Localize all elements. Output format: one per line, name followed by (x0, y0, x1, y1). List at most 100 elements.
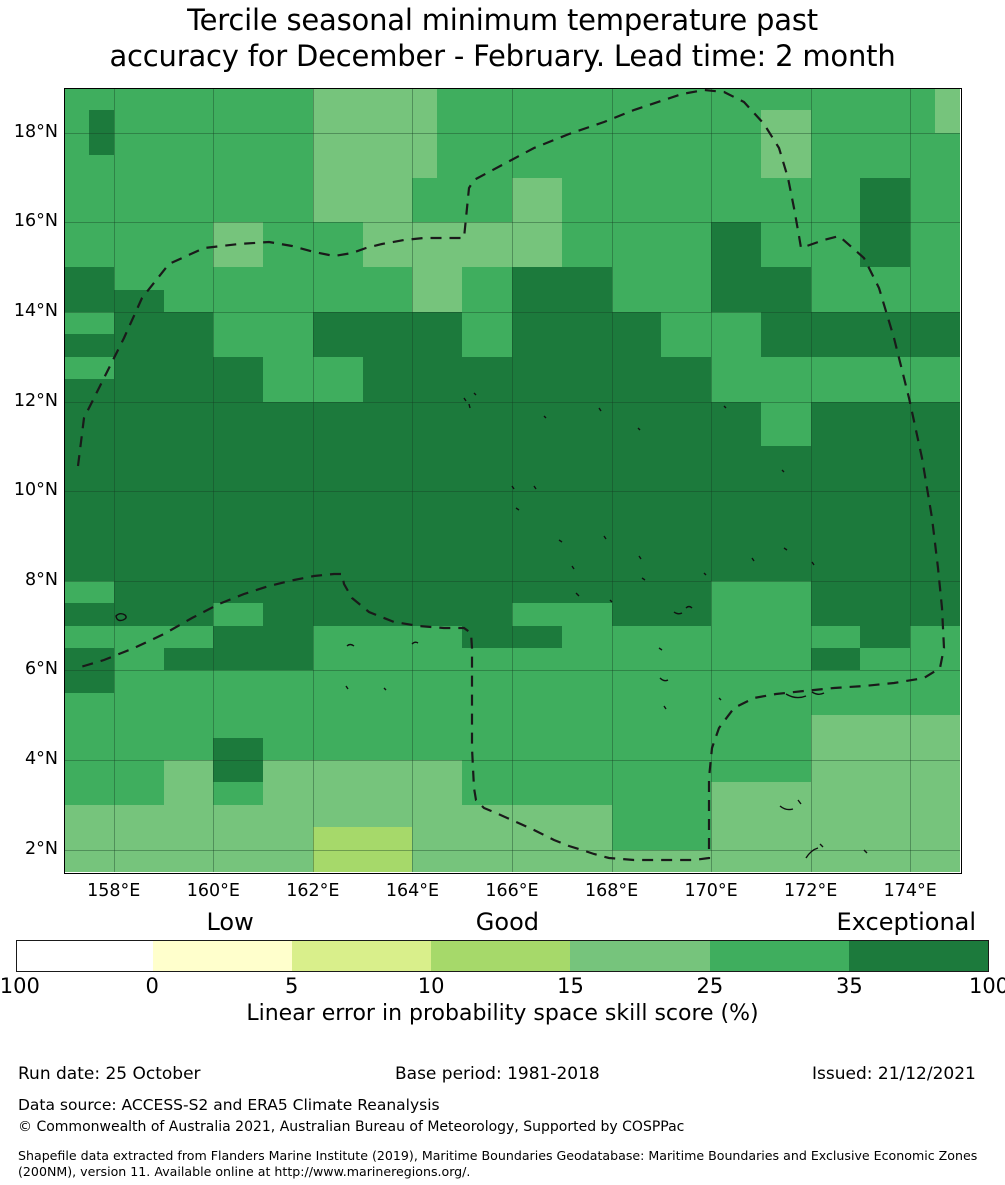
heatmap-cell (711, 132, 736, 156)
heatmap-cell (312, 401, 338, 424)
heatmap-cell (661, 513, 687, 536)
heatmap-cell (163, 244, 189, 268)
heatmap-cell (88, 222, 114, 245)
heatmap-cell (760, 535, 786, 559)
skill-score-heatmap[interactable] (64, 88, 960, 872)
heatmap-cell (711, 692, 736, 716)
heatmap-cell (611, 446, 637, 469)
heatmap-cell (113, 670, 139, 693)
colorbar-segment[interactable] (17, 941, 153, 971)
heatmap-cell (910, 132, 936, 156)
heatmap-cell (238, 311, 264, 335)
heatmap-cell (437, 670, 463, 693)
colorbar-segment[interactable] (431, 941, 571, 971)
heatmap-cell (810, 379, 836, 402)
heatmap-cell (611, 110, 637, 133)
heatmap-cell (760, 423, 786, 447)
heatmap-cell (387, 759, 413, 783)
heatmap-cell (512, 132, 537, 156)
colorbar-segment[interactable] (292, 941, 432, 971)
heatmap-cell (586, 670, 612, 693)
y-tick-label: 16°N (13, 211, 58, 232)
heatmap-cell (64, 849, 89, 872)
heatmap-cell (810, 491, 836, 514)
heatmap-cell (785, 110, 811, 133)
heatmap-cell (362, 782, 388, 805)
heatmap-cell (263, 715, 288, 738)
heatmap-cell (910, 849, 936, 872)
heatmap-cell (263, 737, 288, 760)
heatmap-cell (686, 401, 712, 424)
heatmap-cell (188, 491, 214, 514)
heatmap-cell (860, 379, 886, 402)
heatmap-cell (885, 423, 911, 447)
heatmap-cell (213, 804, 239, 828)
heatmap-cell (736, 379, 761, 402)
heatmap-cell (487, 289, 512, 312)
heatmap-cell (238, 88, 264, 111)
heatmap-cell (885, 759, 911, 783)
heatmap-cell (561, 782, 587, 805)
heatmap-cell (785, 88, 811, 111)
heatmap-cell (636, 244, 662, 268)
heatmap-cell (835, 267, 861, 290)
heatmap-cell (636, 468, 662, 492)
heatmap-cell (188, 759, 214, 783)
heatmap-cell (263, 468, 288, 492)
heatmap-cell (512, 446, 537, 469)
heatmap-cell (935, 535, 960, 559)
heatmap-cell (387, 446, 413, 469)
heatmap-cell (337, 155, 363, 178)
footer-run-date: Run date: 25 October (18, 1064, 201, 1084)
heatmap-cell (238, 222, 264, 245)
colorbar-segment[interactable] (152, 941, 293, 971)
heatmap-cell (387, 558, 413, 581)
heatmap-cell (263, 401, 288, 424)
colorbar-segment[interactable] (570, 941, 710, 971)
heatmap-cell (64, 759, 89, 783)
heatmap-cell (362, 647, 388, 671)
heatmap-cell (686, 132, 712, 156)
heatmap-cell (611, 132, 637, 156)
heatmap-cell (462, 199, 488, 223)
heatmap-cell (88, 446, 114, 469)
heatmap-cell (686, 715, 712, 738)
heatmap-cell (412, 647, 438, 671)
heatmap-cell (462, 401, 488, 424)
colorbar-segment[interactable] (848, 941, 988, 971)
heatmap-cell (437, 715, 463, 738)
heatmap-cell (561, 692, 587, 716)
heatmap-cell (462, 446, 488, 469)
colorbar-segment[interactable] (709, 941, 849, 971)
heatmap-cell (885, 311, 911, 335)
heatmap-cell (113, 423, 139, 447)
heatmap-cell (512, 267, 537, 290)
heatmap-cell (935, 155, 960, 178)
heatmap-cell (636, 356, 662, 380)
map-plot-area[interactable] (64, 88, 960, 872)
heatmap-cell (387, 670, 413, 693)
heatmap-cell (536, 132, 562, 156)
heatmap-cell (860, 849, 886, 872)
heatmap-cell (736, 715, 761, 738)
heatmap-cell (64, 267, 89, 290)
heatmap-cell (736, 289, 761, 312)
heatmap-cell (437, 580, 463, 604)
heatmap-cell (163, 804, 189, 828)
heatmap-cell (387, 132, 413, 156)
heatmap-cell (263, 558, 288, 581)
heatmap-cell (536, 625, 562, 648)
colorbar[interactable] (16, 940, 989, 972)
heatmap-cell (661, 647, 687, 671)
heatmap-cell (661, 446, 687, 469)
heatmap-cell (785, 199, 811, 223)
heatmap-cell (213, 692, 239, 716)
heatmap-cell (238, 692, 264, 716)
heatmap-cell (487, 356, 512, 380)
heatmap-cell (860, 647, 886, 671)
heatmap-cell (536, 401, 562, 424)
heatmap-cell (910, 222, 936, 245)
heatmap-cell (337, 804, 363, 828)
heatmap-cell (462, 827, 488, 850)
heatmap-cell (312, 491, 338, 514)
